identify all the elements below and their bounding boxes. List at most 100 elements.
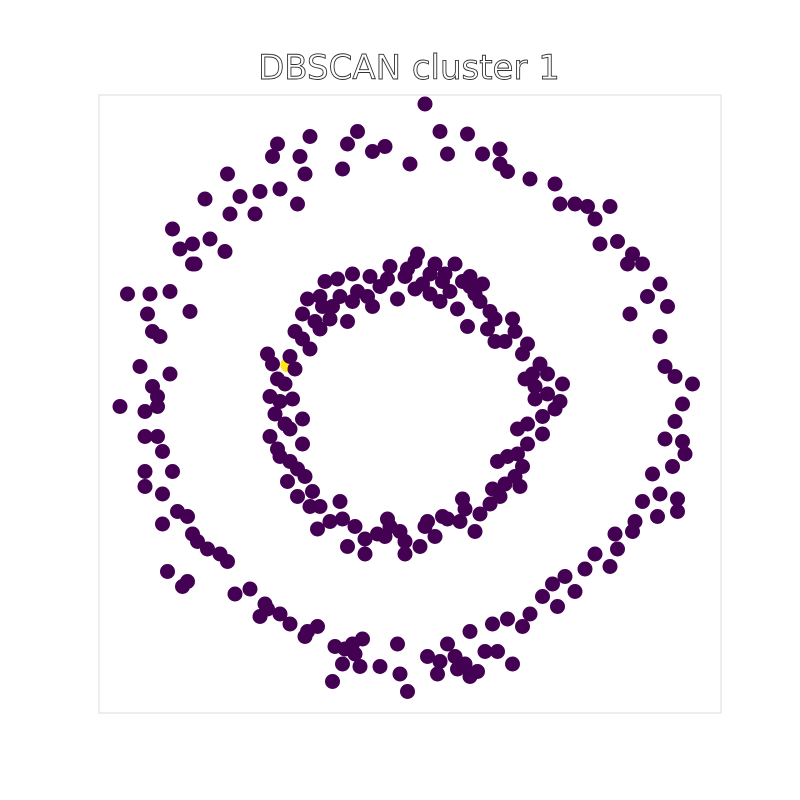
noise-point — [535, 426, 550, 442]
noise-point — [487, 334, 503, 349]
noise-point — [435, 509, 450, 524]
noise-point — [490, 454, 505, 469]
noise-point — [675, 396, 690, 412]
noise-point — [512, 479, 528, 494]
noise-point — [292, 149, 308, 164]
noise-point — [505, 656, 520, 672]
noise-point — [657, 431, 673, 447]
noise-point — [262, 429, 278, 444]
noise-point — [302, 341, 318, 357]
noise-point — [307, 314, 323, 329]
noise-point — [412, 539, 428, 554]
noise-point — [322, 311, 338, 327]
noise-point — [335, 656, 350, 672]
noise-point — [312, 289, 328, 304]
noise-point — [162, 366, 178, 382]
noise-point — [302, 129, 318, 144]
noise-point — [475, 276, 490, 292]
noise-point — [335, 511, 350, 527]
noise-point — [155, 444, 170, 459]
noise-point — [470, 664, 485, 679]
noise-point — [180, 509, 195, 524]
noise-point — [517, 371, 533, 387]
noise-point — [350, 124, 365, 139]
noise-point — [267, 406, 283, 422]
noise-point — [295, 306, 310, 322]
noise-point — [567, 584, 583, 599]
noise-point — [587, 546, 603, 562]
noise-point — [152, 329, 168, 344]
noise-point — [652, 329, 668, 344]
noise-point — [142, 286, 158, 302]
noise-point — [510, 421, 525, 437]
noise-point — [317, 274, 333, 289]
noise-point — [355, 631, 370, 647]
noise-point — [432, 654, 448, 669]
noise-point — [277, 376, 293, 392]
noise-point — [447, 256, 463, 272]
noise-point — [635, 494, 650, 509]
noise-point — [455, 491, 470, 507]
noise-point — [347, 519, 363, 534]
noise-point — [272, 181, 288, 197]
noise-point — [357, 546, 373, 562]
noise-point — [322, 514, 338, 529]
noise-point — [137, 464, 153, 479]
noise-point — [357, 531, 373, 547]
noise-point — [475, 146, 490, 162]
noise-point — [522, 606, 538, 622]
noise-point — [295, 411, 310, 427]
chart-title: DBSCAN cluster 1 — [258, 48, 560, 88]
noise-point — [490, 644, 505, 659]
noise-point — [382, 259, 398, 274]
noise-point — [132, 359, 148, 374]
noise-point — [472, 294, 488, 309]
noise-point — [337, 641, 353, 657]
noise-point — [507, 324, 523, 339]
noise-point — [650, 509, 665, 524]
noise-point — [335, 161, 350, 177]
noise-point — [602, 199, 618, 214]
noise-point — [437, 266, 453, 282]
noise-point — [505, 311, 520, 327]
noise-point — [657, 359, 673, 374]
noise-point — [272, 606, 288, 622]
noise-point — [492, 141, 508, 157]
noise-point — [455, 274, 470, 289]
noise-point — [365, 144, 380, 159]
noise-point — [172, 241, 188, 257]
noise-point — [432, 294, 448, 309]
noise-point — [480, 321, 495, 337]
noise-point — [607, 526, 623, 542]
noise-point — [520, 436, 535, 452]
noise-point — [297, 166, 313, 182]
noise-point — [345, 266, 360, 282]
noise-point — [667, 369, 683, 384]
noise-point — [310, 521, 325, 537]
noise-point — [400, 684, 415, 699]
noise-point — [670, 504, 685, 519]
noise-point — [212, 546, 228, 562]
noise-point — [472, 506, 488, 522]
noise-point — [202, 231, 218, 247]
noise-point — [675, 434, 690, 449]
noise-point — [242, 581, 258, 597]
noise-point — [305, 484, 320, 499]
noise-point — [440, 146, 455, 162]
noise-point — [610, 541, 625, 557]
noise-point — [477, 644, 493, 659]
noise-point — [150, 429, 165, 444]
noise-point — [397, 534, 413, 549]
noise-point — [497, 476, 513, 492]
noise-point — [287, 324, 303, 339]
noise-point — [295, 436, 310, 452]
noise-point — [510, 446, 525, 462]
noise-point — [622, 306, 638, 322]
noise-point — [340, 136, 355, 152]
noise-point — [482, 304, 498, 319]
noise-point — [112, 399, 128, 414]
noise-point — [345, 294, 360, 309]
data-points — [112, 96, 700, 699]
noise-point — [452, 514, 468, 529]
